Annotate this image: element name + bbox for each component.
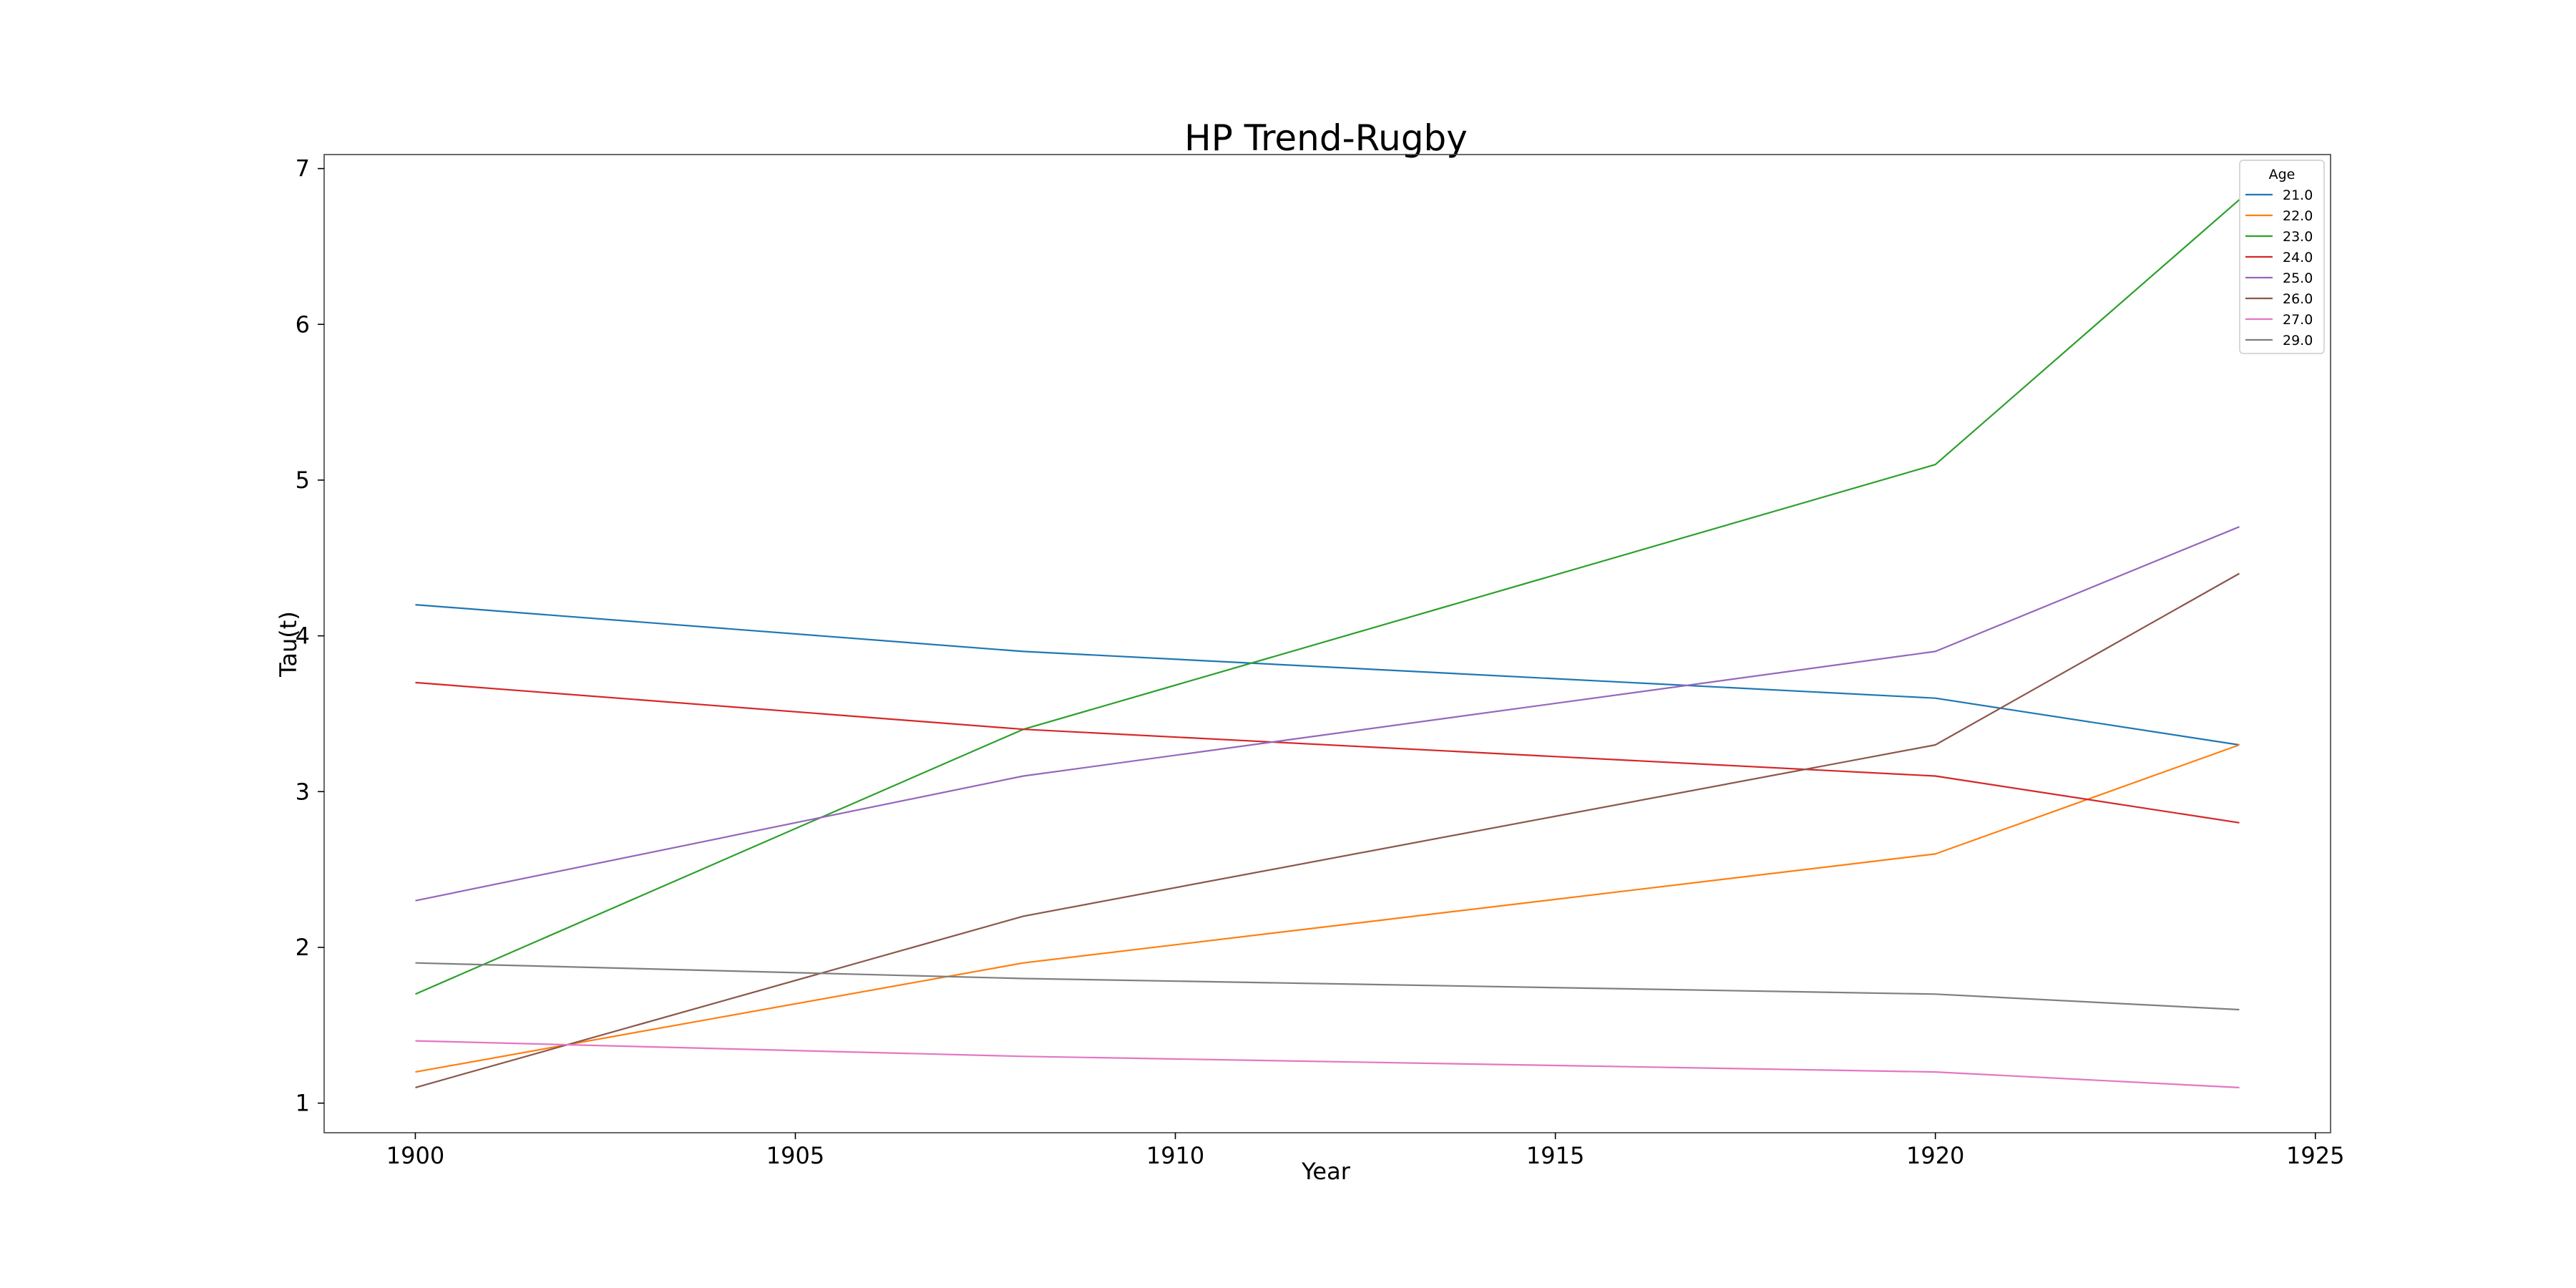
y-axis: 1 2 3 4 5 6 7: [296, 155, 324, 1117]
x-tick-label: 1920: [1906, 1142, 1964, 1169]
plot-frame: [323, 154, 2331, 1133]
legend-label: 29.0: [2283, 333, 2313, 348]
series-line-29.0: [415, 962, 2240, 1011]
y-tick-label: 4: [296, 623, 310, 650]
y-tick-label: 7: [296, 155, 310, 182]
y-tick-label: 1: [296, 1090, 310, 1117]
y-tick-label: 6: [296, 311, 310, 338]
legend-label: 21.0: [2283, 187, 2313, 203]
x-tick-label: 1925: [2286, 1142, 2344, 1169]
x-tick-label: 1905: [766, 1142, 824, 1169]
legend-title: Age: [2269, 167, 2296, 182]
series-line-27.0: [415, 1040, 2240, 1088]
y-tick-label: 2: [296, 934, 310, 961]
x-tick-label: 1910: [1146, 1142, 1204, 1169]
x-tick-label: 1915: [1526, 1142, 1584, 1169]
legend-items: 21.0 22.0 23.0 24.0 25.0 26.0 27.0 29.0: [2245, 187, 2313, 348]
legend-label: 22.0: [2283, 208, 2313, 224]
chart-title: HP Trend-Rugby: [1184, 117, 1468, 159]
series-line-24.0: [415, 681, 2240, 824]
legend-label: 27.0: [2283, 312, 2313, 328]
legend: Age 21.0 22.0 23.0 24.0 25.0 26.0 27.0 29.0: [2239, 160, 2325, 354]
legend-label: 24.0: [2283, 250, 2313, 265]
legend-label: 26.0: [2283, 291, 2313, 307]
series-line-25.0: [415, 526, 2240, 902]
series-line-23.0: [415, 199, 2240, 995]
legend-box: [2239, 160, 2325, 354]
x-axis-title: Year: [1301, 1158, 1351, 1185]
y-axis-title: Tau(t): [275, 611, 302, 678]
x-tick-label: 1900: [386, 1142, 444, 1169]
y-tick-label: 3: [296, 778, 310, 805]
series-line-21.0: [415, 604, 2240, 746]
plot-lines: [415, 199, 2240, 1088]
x-axis: 1900 1905 1910 1915 1920 1925: [386, 1133, 2344, 1169]
series-line-26.0: [415, 572, 2240, 1088]
legend-label: 25.0: [2283, 270, 2313, 286]
y-tick-label: 5: [296, 467, 310, 494]
legend-label: 23.0: [2283, 229, 2313, 245]
series-line-22.0: [415, 743, 2240, 1073]
